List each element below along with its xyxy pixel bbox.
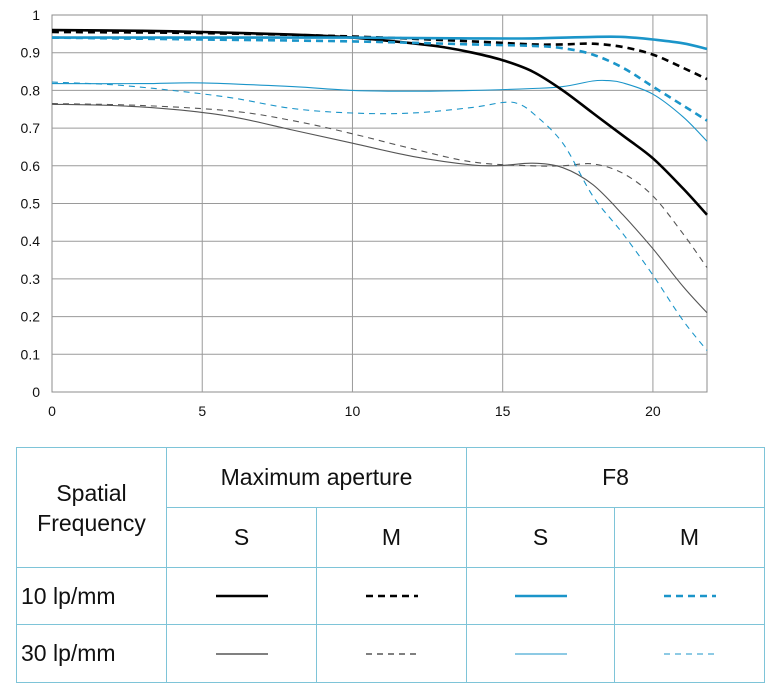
series-line-max-s-30 — [51, 103, 708, 314]
legend-table: Spatial Frequency Maximum aperture F8 S … — [16, 447, 766, 683]
direction-sagittal-max: S — [166, 507, 317, 568]
direction-meridional-f8: M — [614, 507, 766, 568]
y-tick-label: 0.3 — [21, 271, 41, 287]
f8-header: F8 — [466, 447, 766, 508]
y-tick-label: 0.7 — [21, 120, 41, 136]
spatial-frequency-label: Spatial Frequency — [37, 479, 146, 536]
series-line-f8-m-10 — [51, 36, 708, 122]
chart-series — [51, 28, 708, 351]
spatial-frequency-header: Spatial Frequency — [16, 447, 167, 568]
legend-line-f8-m-10 — [663, 594, 716, 598]
direction-sagittal-f8: S — [466, 507, 616, 568]
legend-line-max-s-10 — [215, 594, 268, 598]
x-tick-label: 15 — [495, 403, 511, 419]
legend-sample — [614, 624, 766, 683]
x-tick-label: 20 — [645, 403, 661, 419]
legend-sample — [315, 624, 468, 683]
y-tick-label: 0.4 — [21, 233, 41, 249]
y-tick-label: 0 — [32, 384, 40, 400]
y-tick-label: 0.6 — [21, 158, 41, 174]
y-tick-label: 0.1 — [21, 346, 41, 362]
y-tick-label: 0.9 — [21, 45, 41, 61]
legend-line-max-m-10 — [365, 594, 418, 598]
legend-line-f8-s-10 — [514, 594, 567, 598]
series-line-f8-m-30 — [51, 81, 708, 351]
series-line-max-m-30 — [51, 103, 708, 268]
series-line-f8-s-10 — [51, 35, 708, 51]
legend-line-max-m-30 — [365, 652, 418, 655]
x-tick-label: 10 — [345, 403, 361, 419]
legend-line-f8-s-30 — [514, 652, 567, 655]
legend-line-max-s-30 — [215, 652, 268, 655]
series-line-f8-s-30 — [51, 79, 708, 142]
x-tick-label: 5 — [198, 403, 206, 419]
row-label-10lpmm: 10 lp/mm — [16, 567, 167, 625]
y-tick-label: 0.2 — [21, 309, 41, 325]
legend-sample — [166, 624, 317, 683]
mtf-chart: 0 0.1 0.2 0.3 0.4 0.5 0.6 0.7 0.8 0.9 1 0 5 10 15 20 — [21, 7, 708, 419]
max-aperture-header: Maximum aperture — [165, 447, 468, 508]
chart-grid — [51, 14, 708, 393]
legend-sample — [466, 624, 616, 683]
legend-sample — [315, 567, 468, 625]
series-line-max-m-10 — [51, 30, 708, 81]
direction-meridional-max: M — [315, 507, 468, 568]
legend-line-f8-m-30 — [663, 652, 716, 655]
legend-sample — [166, 567, 317, 625]
x-axis-ticks: 0 5 10 15 20 — [48, 403, 661, 419]
row-label-30lpmm: 30 lp/mm — [16, 624, 167, 683]
y-tick-label: 1 — [32, 7, 40, 23]
y-axis-ticks: 0 0.1 0.2 0.3 0.4 0.5 0.6 0.7 0.8 0.9 1 — [21, 7, 41, 400]
legend-sample — [614, 567, 766, 625]
x-tick-label: 0 — [48, 403, 56, 419]
y-tick-label: 0.5 — [21, 196, 41, 212]
series-line-max-s-10 — [51, 28, 708, 216]
legend-sample — [466, 567, 616, 625]
y-tick-label: 0.8 — [21, 82, 41, 98]
